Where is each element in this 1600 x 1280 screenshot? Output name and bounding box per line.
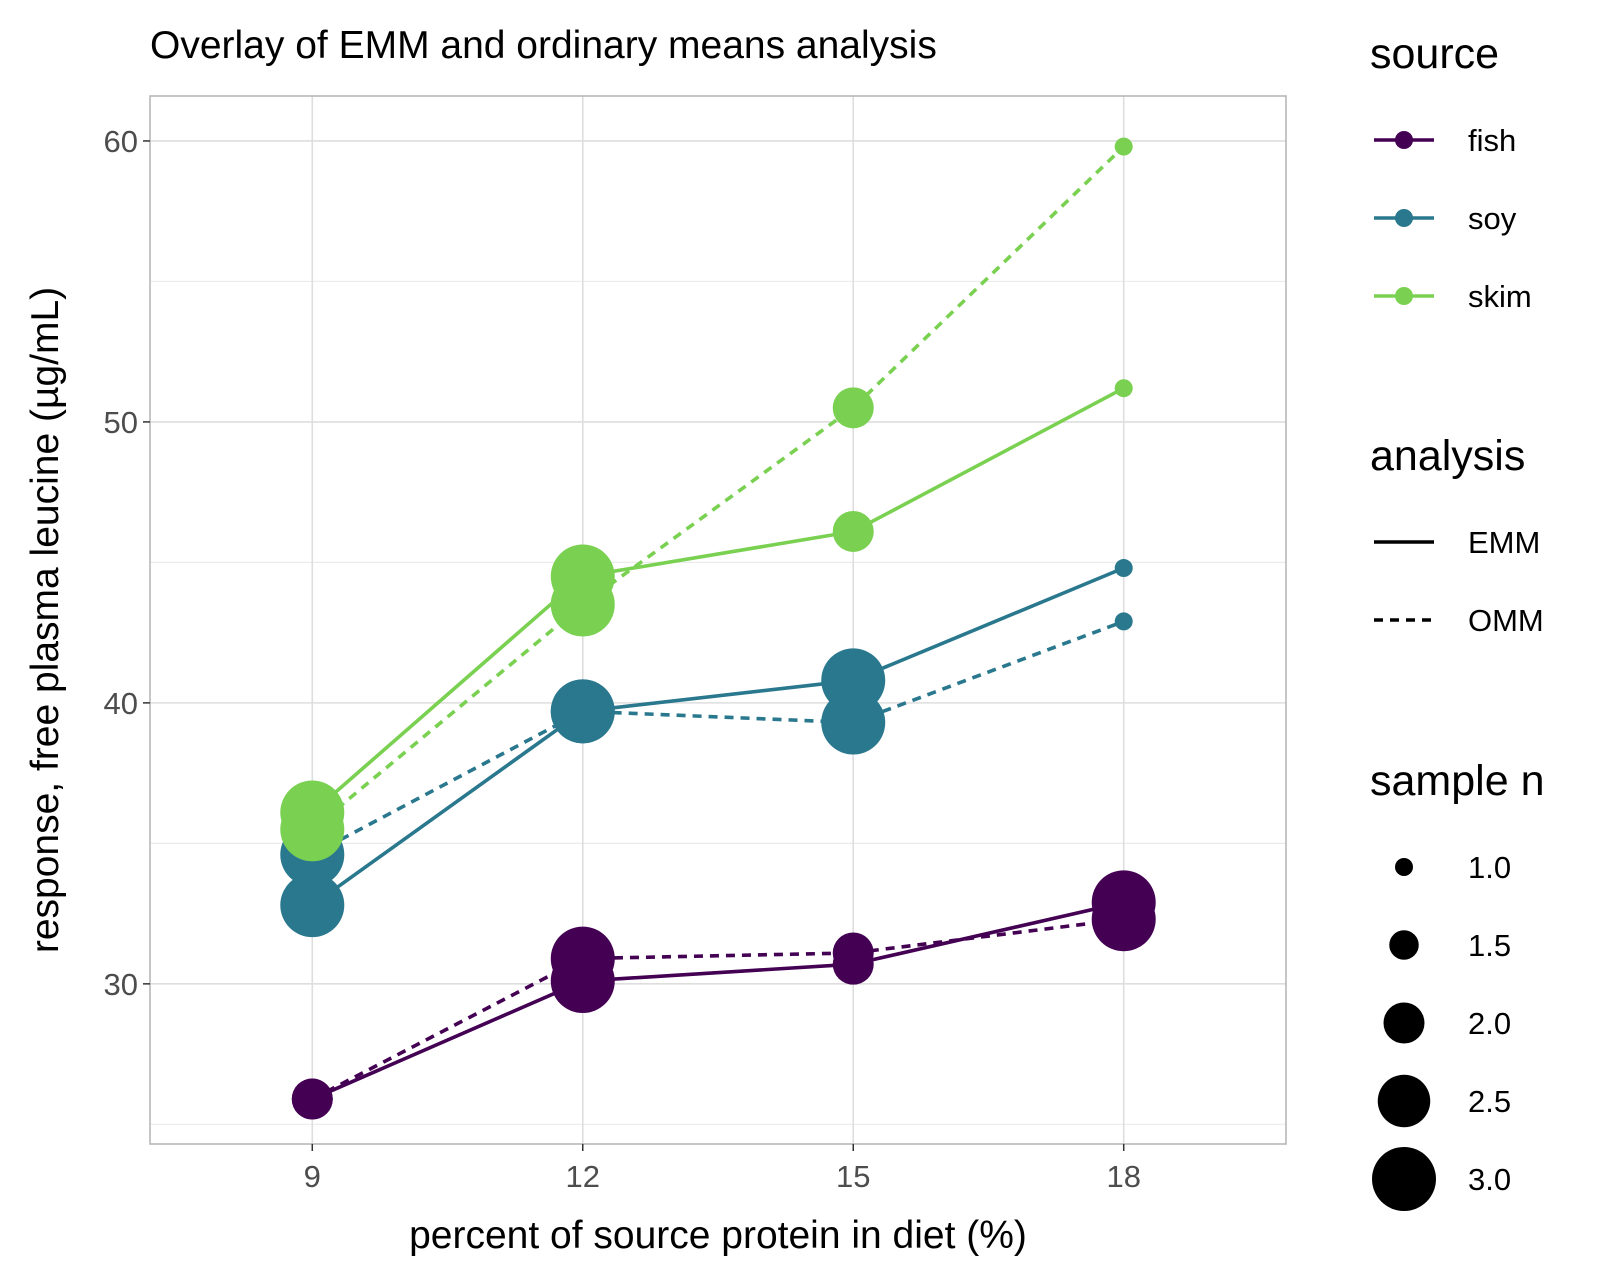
legend-key-point xyxy=(1395,131,1413,149)
legend-key-point xyxy=(1395,287,1413,305)
series-line-skim-omm xyxy=(311,145,1125,831)
legend-title: analysis xyxy=(1370,432,1525,480)
data-point-soy-emm xyxy=(1114,559,1133,578)
data-point-skim-omm xyxy=(1114,137,1133,156)
x-axis-title: percent of source protein in diet (%) xyxy=(409,1214,1027,1257)
legend-key-point xyxy=(1383,1002,1425,1044)
data-point-skim-emm xyxy=(1114,379,1133,398)
legend-title: source xyxy=(1370,30,1499,78)
x-tick-label: 15 xyxy=(836,1159,870,1194)
data-point-skim-omm xyxy=(832,387,874,429)
y-tick-label: 50 xyxy=(104,405,138,440)
series-line-soy-omm xyxy=(311,619,1125,857)
y-tick-label: 30 xyxy=(104,967,138,1002)
data-point-soy-emm xyxy=(280,873,345,938)
legend-label: 2.0 xyxy=(1468,1006,1511,1041)
legend: source fish soy skim analysis EMM OMM sample n 1… xyxy=(1370,30,1544,1211)
data-point-soy-omm xyxy=(550,679,615,744)
data-point-fish-omm xyxy=(291,1078,333,1120)
legend-title: sample n xyxy=(1370,757,1544,805)
data-point-skim-emm xyxy=(832,510,874,552)
legend-label: 1.0 xyxy=(1468,850,1511,885)
x-tick-label: 12 xyxy=(566,1159,600,1194)
data-point-soy-omm xyxy=(1114,612,1133,631)
series-line-fish-emm xyxy=(311,900,1125,1101)
legend-label: EMM xyxy=(1468,525,1540,560)
legend-label: skim xyxy=(1468,279,1532,314)
chart-title: Overlay of EMM and ordinary means analys… xyxy=(150,24,937,67)
legend-label: 1.5 xyxy=(1468,928,1511,963)
legend-key-point xyxy=(1395,858,1413,876)
data-point-fish-omm xyxy=(832,932,874,974)
legend-label: soy xyxy=(1468,201,1517,236)
y-axis-ticks: 30 40 50 60 xyxy=(104,124,150,1002)
legend-key-point xyxy=(1377,1074,1431,1128)
x-axis-ticks: 9 12 15 18 xyxy=(304,1144,1141,1194)
legend-key-point xyxy=(1389,930,1419,960)
data-point-soy-omm xyxy=(821,690,886,755)
data-point-skim-omm xyxy=(550,572,615,637)
data-point-fish-omm xyxy=(550,926,615,991)
series-points xyxy=(280,137,1156,1120)
x-tick-label: 18 xyxy=(1106,1159,1140,1194)
series-line-soy-emm xyxy=(311,566,1125,907)
legend-label: OMM xyxy=(1468,603,1544,638)
series-lines xyxy=(311,145,1125,1101)
legend-key-point xyxy=(1395,209,1413,227)
legend-label: 3.0 xyxy=(1468,1162,1511,1197)
y-tick-label: 40 xyxy=(104,686,138,721)
x-tick-label: 9 xyxy=(304,1159,321,1194)
series-line-fish-omm xyxy=(311,917,1124,1101)
panel-border xyxy=(149,95,1287,1145)
series-line-skim-emm xyxy=(311,386,1125,814)
legend-label: fish xyxy=(1468,123,1516,158)
y-tick-label: 60 xyxy=(104,124,138,159)
y-axis-title: response, free plasma leucine (µg/mL) xyxy=(24,287,67,953)
legend-key-point xyxy=(1372,1147,1436,1211)
data-point-fish-omm xyxy=(1091,887,1156,952)
data-point-skim-omm xyxy=(280,797,345,862)
legend-label: 2.5 xyxy=(1468,1084,1511,1119)
